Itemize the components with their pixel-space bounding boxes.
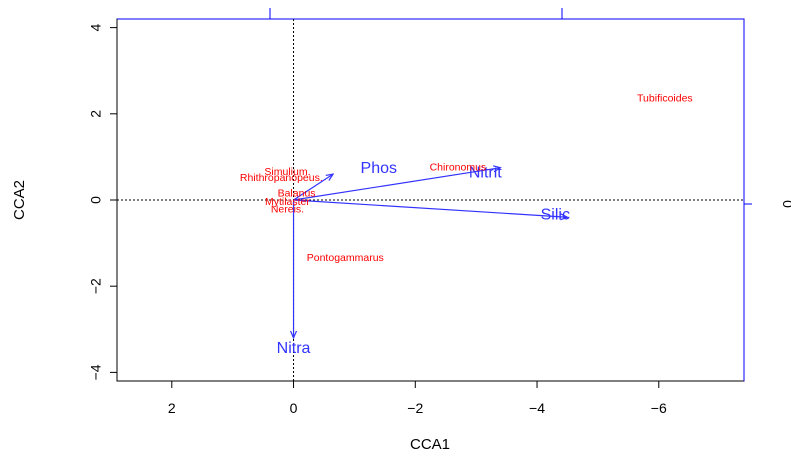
species-label: Simulium. [264,166,310,178]
x-tick-label: −6 [651,400,667,416]
y-tick-label: −2 [88,278,104,294]
y-tick-label: 0 [88,196,104,204]
species-label: Balanus [278,187,316,199]
species-points: Tubificoides Chironomus Simulium.Rhithropa… [240,93,693,264]
species-label: Chironomus [430,161,487,173]
species-label: Rhithropanopeus. [240,172,323,184]
species-label: Nereis. [271,203,304,215]
env-vector-label: Nitra [277,340,311,357]
env-vector-arrow [293,168,501,201]
y-tick-label: 4 [88,24,104,32]
species-label: Mytilaster [265,196,310,208]
x-tick-label: 2 [168,400,176,416]
x-tick-label: −2 [407,400,423,416]
x-axis-ticks: 2 0 −2 −4 −6 [168,381,667,416]
y-axis-title: CCA2 [11,180,28,220]
y-tick-label: 2 [88,110,104,118]
env-vector-label: Phos [361,160,397,177]
env-vector-label: Silic [541,207,570,224]
y-axis-ticks: 4 2 0 −2 −4 [88,24,117,380]
species-label: Pontogammarus [307,252,384,264]
right-axis-partial-label: 0 [780,200,791,208]
x-tick-label: 0 [290,400,298,416]
x-axis-title: CCA1 [410,436,450,453]
x-tick-label: −4 [529,400,545,416]
species-label: Tubificoides [637,93,693,105]
env-vector-arrow [293,199,568,217]
environmental-vectors: Phos Nitrit Silic Nitra [277,160,570,357]
env-vector-label: Nitrit [469,164,502,181]
env-vector-arrow [293,174,334,201]
y-tick-label: −4 [88,364,104,380]
